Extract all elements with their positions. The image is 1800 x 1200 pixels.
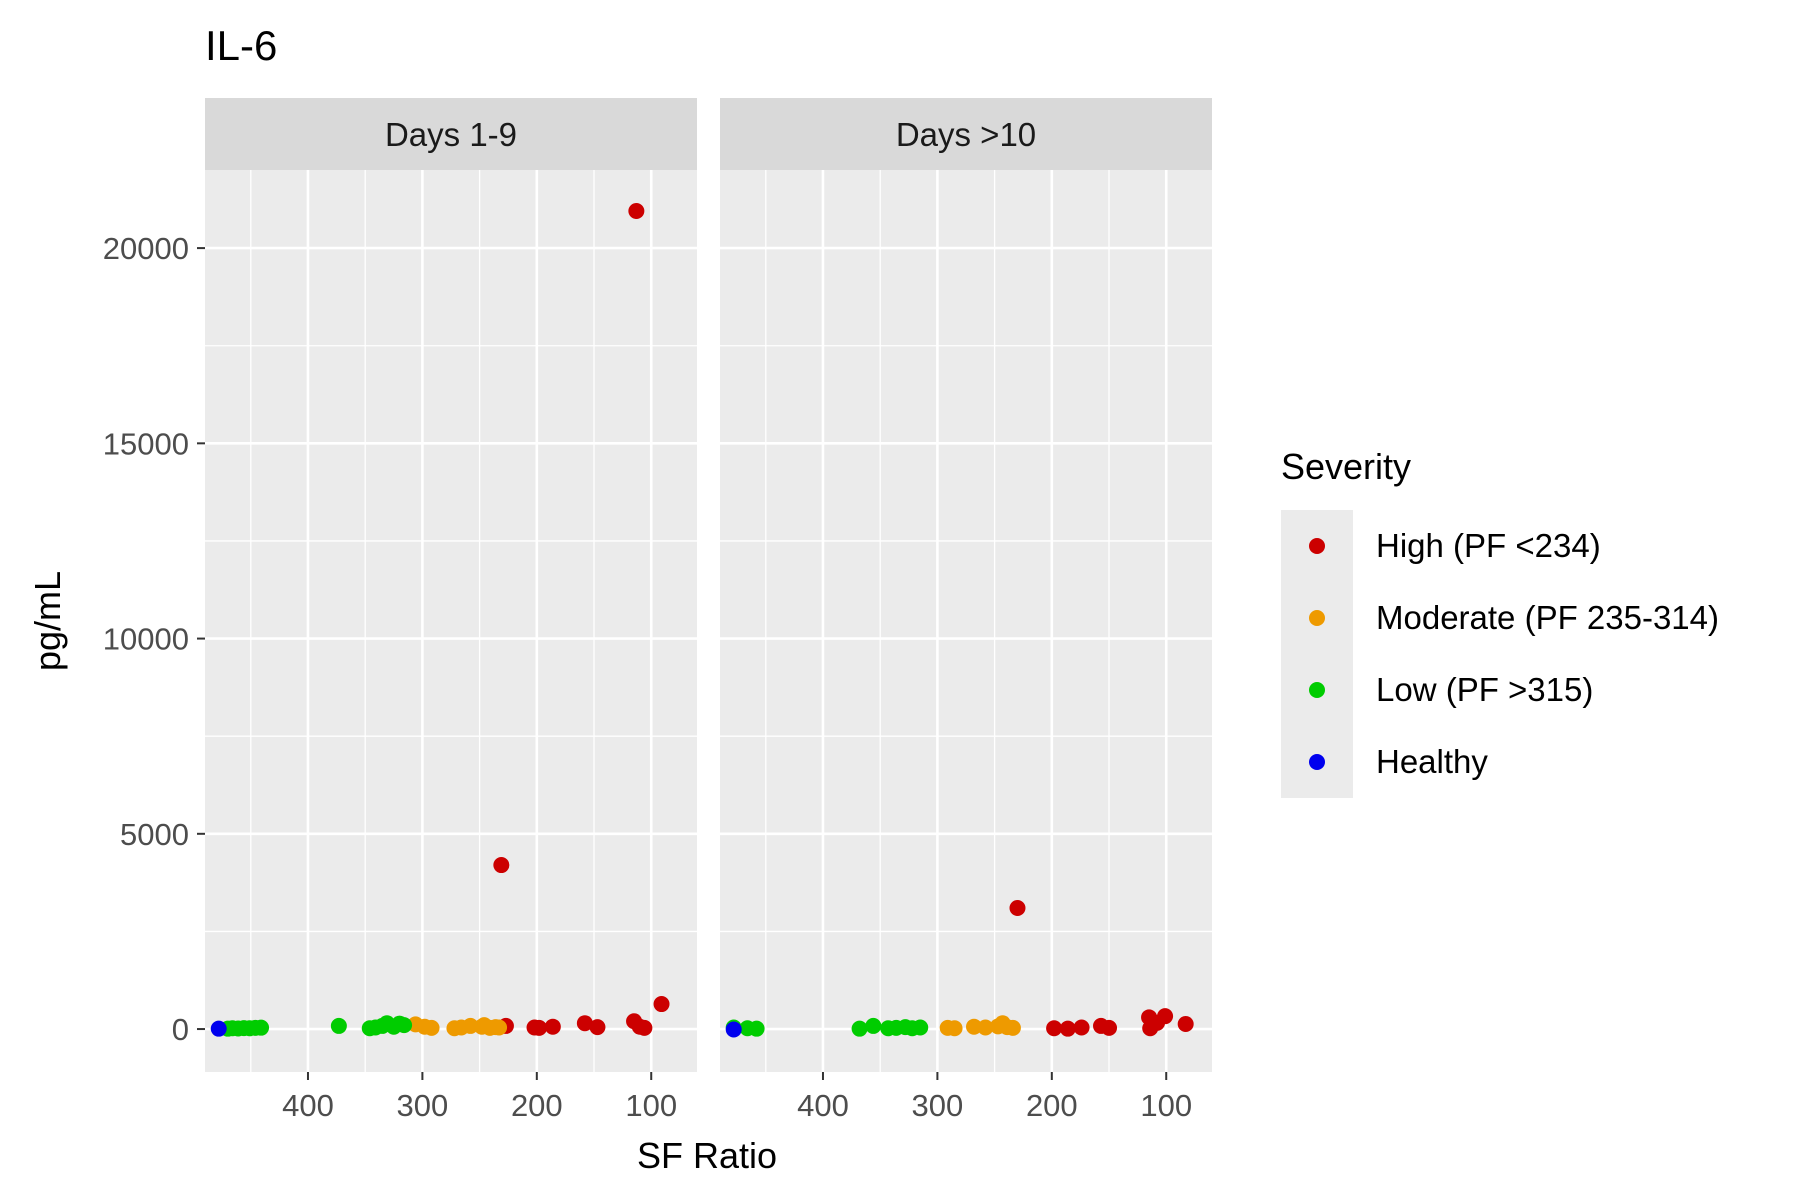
data-point — [576, 1015, 593, 1032]
x-tick-label: 200 — [1026, 1088, 1078, 1123]
plot-background — [720, 170, 1212, 1072]
facet-strip-label: Days 1-9 — [385, 116, 517, 153]
data-point — [330, 1017, 347, 1034]
data-point — [589, 1019, 606, 1036]
x-tick-label: 400 — [797, 1088, 849, 1123]
x-tick-label: 200 — [511, 1088, 563, 1123]
x-tick-label: 100 — [1140, 1088, 1192, 1123]
data-point — [636, 1019, 653, 1036]
data-point — [531, 1019, 548, 1036]
legend-label: Moderate (PF 235-314) — [1376, 599, 1719, 636]
legend-key — [1309, 610, 1325, 626]
x-axis-title: SF Ratio — [637, 1135, 777, 1176]
data-point — [912, 1019, 929, 1036]
y-tick-label: 0 — [172, 1012, 189, 1047]
data-point — [544, 1018, 561, 1035]
data-point — [748, 1020, 765, 1037]
y-tick-label: 15000 — [103, 426, 189, 461]
data-point — [210, 1020, 227, 1037]
data-point — [946, 1020, 963, 1037]
data-point — [628, 203, 645, 219]
y-tick-label: 5000 — [120, 817, 189, 852]
data-point — [851, 1020, 868, 1037]
facet-strip-label: Days >10 — [896, 116, 1036, 153]
data-point — [396, 1017, 413, 1034]
data-point — [1059, 1020, 1076, 1037]
data-point — [653, 996, 670, 1013]
data-point — [725, 1021, 742, 1038]
data-point — [253, 1019, 270, 1036]
legend-label: Healthy — [1376, 743, 1488, 780]
data-point — [493, 857, 510, 874]
facet-strip — [720, 98, 1212, 170]
data-point — [1073, 1019, 1090, 1036]
legend-key — [1309, 754, 1325, 770]
data-point — [1046, 1020, 1063, 1037]
panel-1: Days 1-9 — [205, 98, 697, 1072]
y-tick-label: 20000 — [103, 231, 189, 266]
x-axis: 400 300 200 100 400 300 200 100 — [282, 1072, 1192, 1123]
legend-key — [1309, 682, 1325, 698]
y-axis: 0 5000 10000 15000 20000 — [103, 231, 205, 1047]
data-point — [966, 1018, 983, 1035]
data-point — [977, 1019, 994, 1036]
y-axis-title: pg/mL — [27, 571, 68, 671]
legend: Severity High (PF <234) Moderate (PF 235-… — [1281, 446, 1719, 798]
legend-key — [1309, 538, 1325, 554]
data-point — [491, 1019, 508, 1036]
x-tick-label: 400 — [282, 1088, 334, 1123]
x-tick-label: 300 — [397, 1088, 449, 1123]
legend-title: Severity — [1281, 446, 1411, 487]
data-point — [865, 1017, 882, 1034]
data-point — [1177, 1015, 1194, 1032]
legend-label: Low (PF >315) — [1376, 671, 1593, 708]
legend-key-background — [1281, 510, 1353, 798]
panels: Days 1-9 Days >10 — [205, 98, 1212, 1072]
data-point — [1157, 1008, 1174, 1025]
data-point — [1101, 1019, 1118, 1036]
panel-2: Days >10 — [720, 98, 1212, 1072]
x-tick-label: 300 — [912, 1088, 964, 1123]
facet-strip — [205, 98, 697, 170]
data-point — [462, 1017, 479, 1034]
chart-title: IL-6 — [205, 22, 277, 69]
x-tick-label: 100 — [625, 1088, 677, 1123]
legend-label: High (PF <234) — [1376, 527, 1601, 564]
data-point — [423, 1019, 440, 1036]
data-point — [1009, 900, 1026, 916]
data-point — [1004, 1019, 1021, 1036]
y-tick-label: 10000 — [103, 622, 189, 657]
plot-background — [205, 170, 697, 1072]
